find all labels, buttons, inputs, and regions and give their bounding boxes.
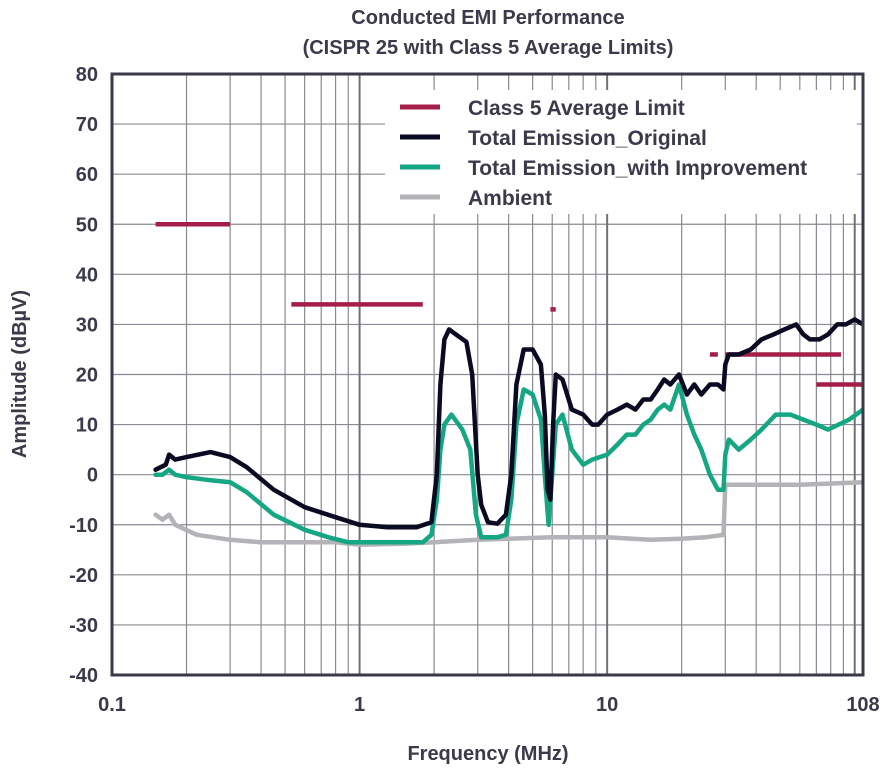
y-tick-label: 10 xyxy=(76,415,98,437)
legend-label: Ambient xyxy=(468,187,552,210)
y-tick-label: -10 xyxy=(69,515,98,537)
series-line xyxy=(153,317,863,530)
legend-background xyxy=(385,90,857,214)
series-0 xyxy=(155,222,863,387)
series-layer xyxy=(153,222,863,548)
y-tick-label: 80 xyxy=(76,64,98,86)
x-axis-label: Frequency (MHz) xyxy=(407,743,568,765)
y-tick-label: 0 xyxy=(87,465,98,487)
y-tick-label: 60 xyxy=(76,164,98,186)
series-2 xyxy=(153,382,863,545)
chart-title-line1: Conducted EMI Performance xyxy=(351,7,624,29)
y-tick-label: 20 xyxy=(76,365,98,387)
legend: Class 5 Average Limit Total Emission_Orig… xyxy=(400,97,807,210)
y-axis-label: Amplitude (dBµV) xyxy=(9,290,31,458)
x-tick-label: 108 xyxy=(846,694,879,716)
x-axis-ticks: 0.1 1 10 108 xyxy=(98,694,880,716)
y-tick-label: -30 xyxy=(69,615,98,637)
series-1 xyxy=(153,317,863,530)
y-tick-label: 50 xyxy=(76,214,98,236)
y-tick-label: -40 xyxy=(69,665,98,687)
series-line xyxy=(153,382,863,545)
legend-label: Total Emission_with Improvement xyxy=(468,157,807,180)
y-axis-ticks: 80 70 60 50 40 30 20 10 0 -10 -20 -30 -40 xyxy=(69,64,98,687)
plot-frame xyxy=(110,72,865,677)
legend-label: Total Emission_Original xyxy=(468,127,707,150)
x-tick-label: 1 xyxy=(354,694,365,716)
x-tick-label: 0.1 xyxy=(98,694,126,716)
y-tick-label: 30 xyxy=(76,314,98,336)
chart-title-line2: (CISPR 25 with Class 5 Average Limits) xyxy=(303,37,674,59)
legend-label: Class 5 Average Limit xyxy=(468,97,685,120)
y-tick-label: 40 xyxy=(76,264,98,286)
y-tick-label: -20 xyxy=(69,565,98,587)
y-tick-label: 70 xyxy=(76,114,98,136)
x-tick-label: 10 xyxy=(596,694,618,716)
